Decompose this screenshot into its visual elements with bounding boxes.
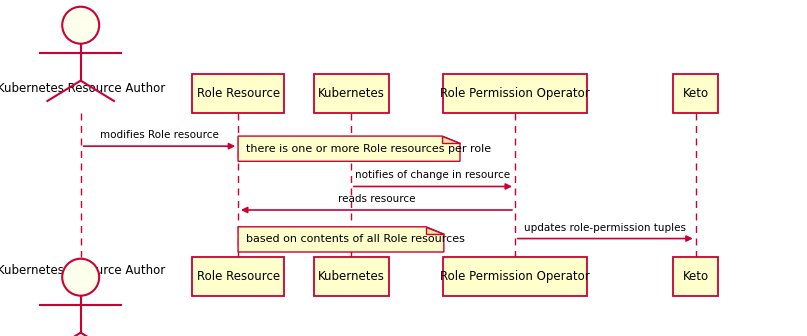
Text: notifies of change in resource: notifies of change in resource (355, 170, 511, 180)
Text: Role Resource: Role Resource (196, 87, 280, 100)
FancyBboxPatch shape (673, 74, 718, 113)
Text: based on contents of all Role resources: based on contents of all Role resources (246, 235, 465, 244)
Text: Role Permission Operator: Role Permission Operator (440, 270, 590, 283)
Text: Role Resource: Role Resource (196, 270, 280, 283)
Polygon shape (238, 227, 444, 252)
FancyBboxPatch shape (443, 74, 587, 113)
Text: modifies Role resource: modifies Role resource (100, 130, 219, 140)
Text: Keto: Keto (683, 270, 709, 283)
FancyBboxPatch shape (443, 257, 587, 296)
Text: updates role-permission tuples: updates role-permission tuples (525, 222, 686, 233)
Ellipse shape (62, 7, 99, 44)
Ellipse shape (62, 259, 99, 296)
Text: Kubernetes: Kubernetes (318, 270, 384, 283)
Text: Keto: Keto (683, 87, 709, 100)
Text: Kubernetes Resource Author: Kubernetes Resource Author (0, 82, 165, 95)
Text: Role Permission Operator: Role Permission Operator (440, 87, 590, 100)
FancyBboxPatch shape (313, 74, 389, 113)
Text: Kubernetes Resource Author: Kubernetes Resource Author (0, 264, 165, 277)
Text: Kubernetes: Kubernetes (318, 87, 384, 100)
Polygon shape (426, 227, 444, 234)
FancyBboxPatch shape (313, 257, 389, 296)
FancyBboxPatch shape (192, 257, 284, 296)
Polygon shape (442, 136, 460, 143)
Text: reads resource: reads resource (337, 194, 416, 204)
Polygon shape (238, 136, 460, 161)
FancyBboxPatch shape (673, 257, 718, 296)
Text: there is one or more Role resources per role: there is one or more Role resources per … (246, 144, 491, 154)
FancyBboxPatch shape (192, 74, 284, 113)
